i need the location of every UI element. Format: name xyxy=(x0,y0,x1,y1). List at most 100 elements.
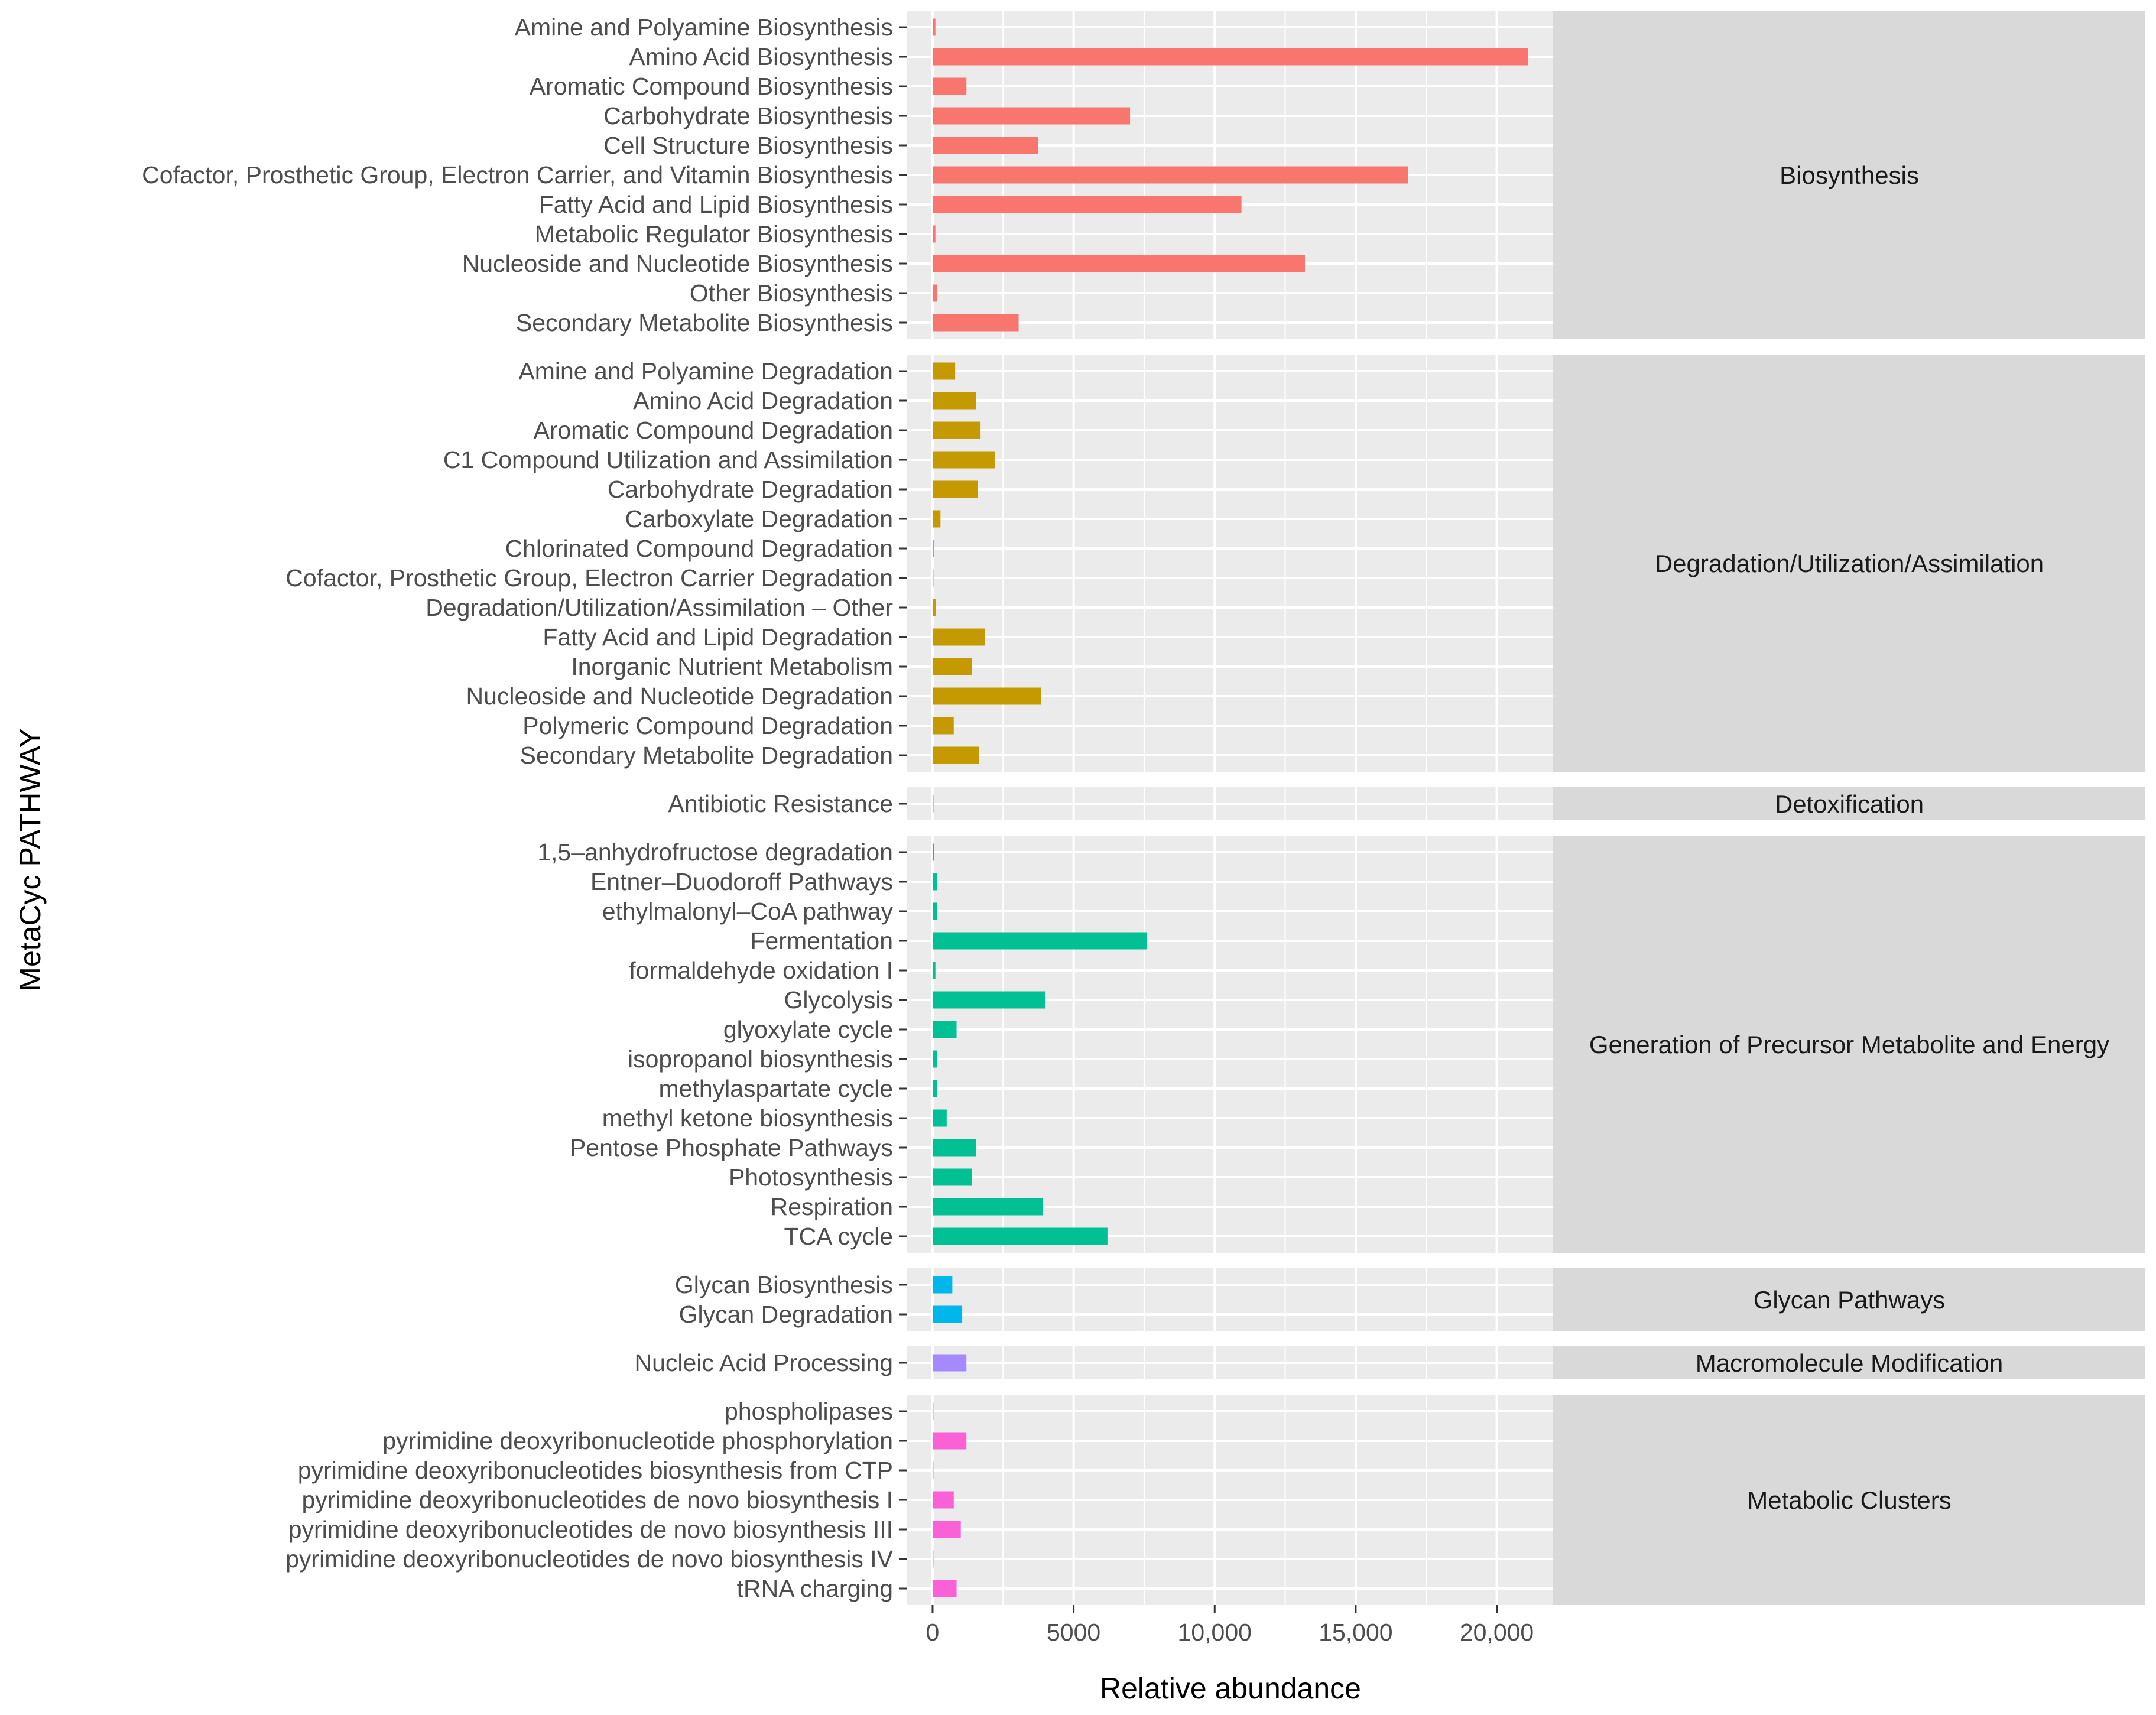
y-tick-label: pyrimidine deoxyribonucleotides de novo … xyxy=(288,1516,893,1543)
bar xyxy=(932,255,1305,272)
y-tick-label: Aromatic Compound Biosynthesis xyxy=(530,73,893,100)
bar xyxy=(932,932,1147,950)
y-tick-label: Respiration xyxy=(771,1193,893,1220)
bar xyxy=(932,166,1408,184)
facet-strip xyxy=(1553,1346,2145,1379)
y-tick-label: Carboxylate Degradation xyxy=(625,505,893,532)
facet-strip xyxy=(1553,787,2145,820)
bar xyxy=(932,480,978,498)
y-tick-label: Nucleic Acid Processing xyxy=(634,1349,893,1376)
panel-background xyxy=(907,1268,1553,1331)
bar xyxy=(932,1402,934,1420)
bar xyxy=(932,843,934,861)
x-tick-label: 20,000 xyxy=(1460,1619,1534,1646)
facet-strip-label: Generation of Precursor Metabolite and E… xyxy=(1589,1031,2109,1058)
bar xyxy=(932,1050,937,1068)
y-tick-label: Pentose Phosphate Pathways xyxy=(570,1134,893,1161)
y-tick-label: Amine and Polyamine Degradation xyxy=(518,358,893,385)
bar xyxy=(932,1198,1043,1216)
facet-strip xyxy=(1553,836,2145,1253)
x-axis: 0 5000 10,000 15,000 20,000 xyxy=(926,1605,1534,1646)
bar xyxy=(932,225,936,243)
y-tick-label: pyrimidine deoxyribonucleotide phosphory… xyxy=(382,1427,893,1454)
y-tick-label: formaldehyde oxidation I xyxy=(629,957,893,984)
y-tick-label: Amino Acid Degradation xyxy=(633,387,893,414)
y-tick-label: tRNA charging xyxy=(737,1575,893,1602)
x-tick-label: 15,000 xyxy=(1319,1619,1392,1646)
y-tick-label: Polymeric Compound Degradation xyxy=(522,712,893,739)
bar xyxy=(932,540,934,557)
bar xyxy=(932,451,995,469)
panel-background xyxy=(907,355,1553,772)
y-tick-label: pyrimidine deoxyribonucleotides de novo … xyxy=(301,1486,893,1513)
y-tick-label: Cell Structure Biosynthesis xyxy=(603,132,893,159)
y-tick-label: Inorganic Nutrient Metabolism xyxy=(571,653,893,680)
bar xyxy=(932,873,937,891)
bar xyxy=(932,1109,947,1127)
bar xyxy=(932,284,937,302)
y-tick-label: ethylmalonyl–CoA pathway xyxy=(602,898,894,925)
y-tick-label: Amino Acid Biosynthesis xyxy=(629,43,893,70)
y-tick-label: methylaspartate cycle xyxy=(658,1075,893,1102)
y-tick-label: phospholipases xyxy=(725,1398,893,1425)
panel-background xyxy=(907,836,1553,1253)
bar xyxy=(932,1080,937,1097)
bar xyxy=(932,1550,934,1568)
y-tick-label: Antibiotic Resistance xyxy=(668,790,893,817)
y-tick-label: pyrimidine deoxyribonucleotides biosynth… xyxy=(298,1457,893,1484)
facet-strip xyxy=(1553,11,2145,339)
bar xyxy=(932,107,1131,125)
facet-generation-of-precursor-metabolite-and-energy: 1,5–anhydrofructose degradationEntner–Du… xyxy=(537,836,2145,1253)
bar xyxy=(932,569,934,587)
bar xyxy=(932,137,1038,154)
bar xyxy=(932,1305,963,1323)
y-tick-label: isopropanol biosynthesis xyxy=(628,1045,893,1073)
facet-strip-label: Biosynthesis xyxy=(1780,161,1919,189)
x-axis-title: Relative abundance xyxy=(1100,1672,1361,1705)
bar xyxy=(932,196,1242,213)
bar xyxy=(932,1491,954,1509)
y-tick-label: methyl ketone biosynthesis xyxy=(602,1105,893,1132)
y-tick-label: Nucleoside and Nucleotide Biosynthesis xyxy=(462,250,893,277)
bar xyxy=(932,1521,961,1538)
y-tick-label: Glycan Biosynthesis xyxy=(675,1271,893,1298)
y-tick-label: Glycan Degradation xyxy=(679,1301,893,1328)
bar xyxy=(932,1276,953,1294)
facet-strip-label: Metabolic Clusters xyxy=(1747,1486,1951,1514)
bar xyxy=(932,77,967,95)
bar xyxy=(932,962,936,979)
y-axis-title: MetaCyc PATHWAY xyxy=(14,728,47,991)
facet-strip xyxy=(1553,355,2145,772)
y-tick-label: 1,5–anhydrofructose degradation xyxy=(537,839,893,866)
y-tick-label: Nucleoside and Nucleotide Degradation xyxy=(466,683,893,710)
bar xyxy=(932,628,985,646)
bar xyxy=(932,746,979,764)
y-tick-label: pyrimidine deoxyribonucleotides de novo … xyxy=(285,1545,894,1573)
x-tick-label: 5000 xyxy=(1047,1619,1100,1646)
bar xyxy=(932,1432,967,1450)
facet-strip-label: Macromolecule Modification xyxy=(1696,1349,2004,1377)
bar xyxy=(932,18,936,36)
bar xyxy=(932,1168,972,1186)
bar xyxy=(932,1461,934,1479)
bar xyxy=(932,510,941,528)
bar xyxy=(932,48,1528,66)
bar xyxy=(932,1227,1108,1245)
bar xyxy=(932,1021,957,1038)
bar xyxy=(932,1580,957,1597)
y-tick-label: C1 Compound Utilization and Assimilation xyxy=(443,446,893,473)
bar xyxy=(932,421,981,439)
bar xyxy=(932,392,976,410)
y-tick-label: Fermentation xyxy=(750,927,893,954)
y-tick-label: Other Biosynthesis xyxy=(690,280,893,307)
bar xyxy=(932,362,956,380)
facet-glycan-pathways: Glycan Biosynthesis Glycan Degradation Gly… xyxy=(675,1268,2145,1331)
y-tick-label: Carbohydrate Degradation xyxy=(608,476,893,503)
bar xyxy=(932,717,954,735)
bar xyxy=(932,795,934,813)
y-tick-label: glyoxylate cycle xyxy=(723,1016,893,1043)
